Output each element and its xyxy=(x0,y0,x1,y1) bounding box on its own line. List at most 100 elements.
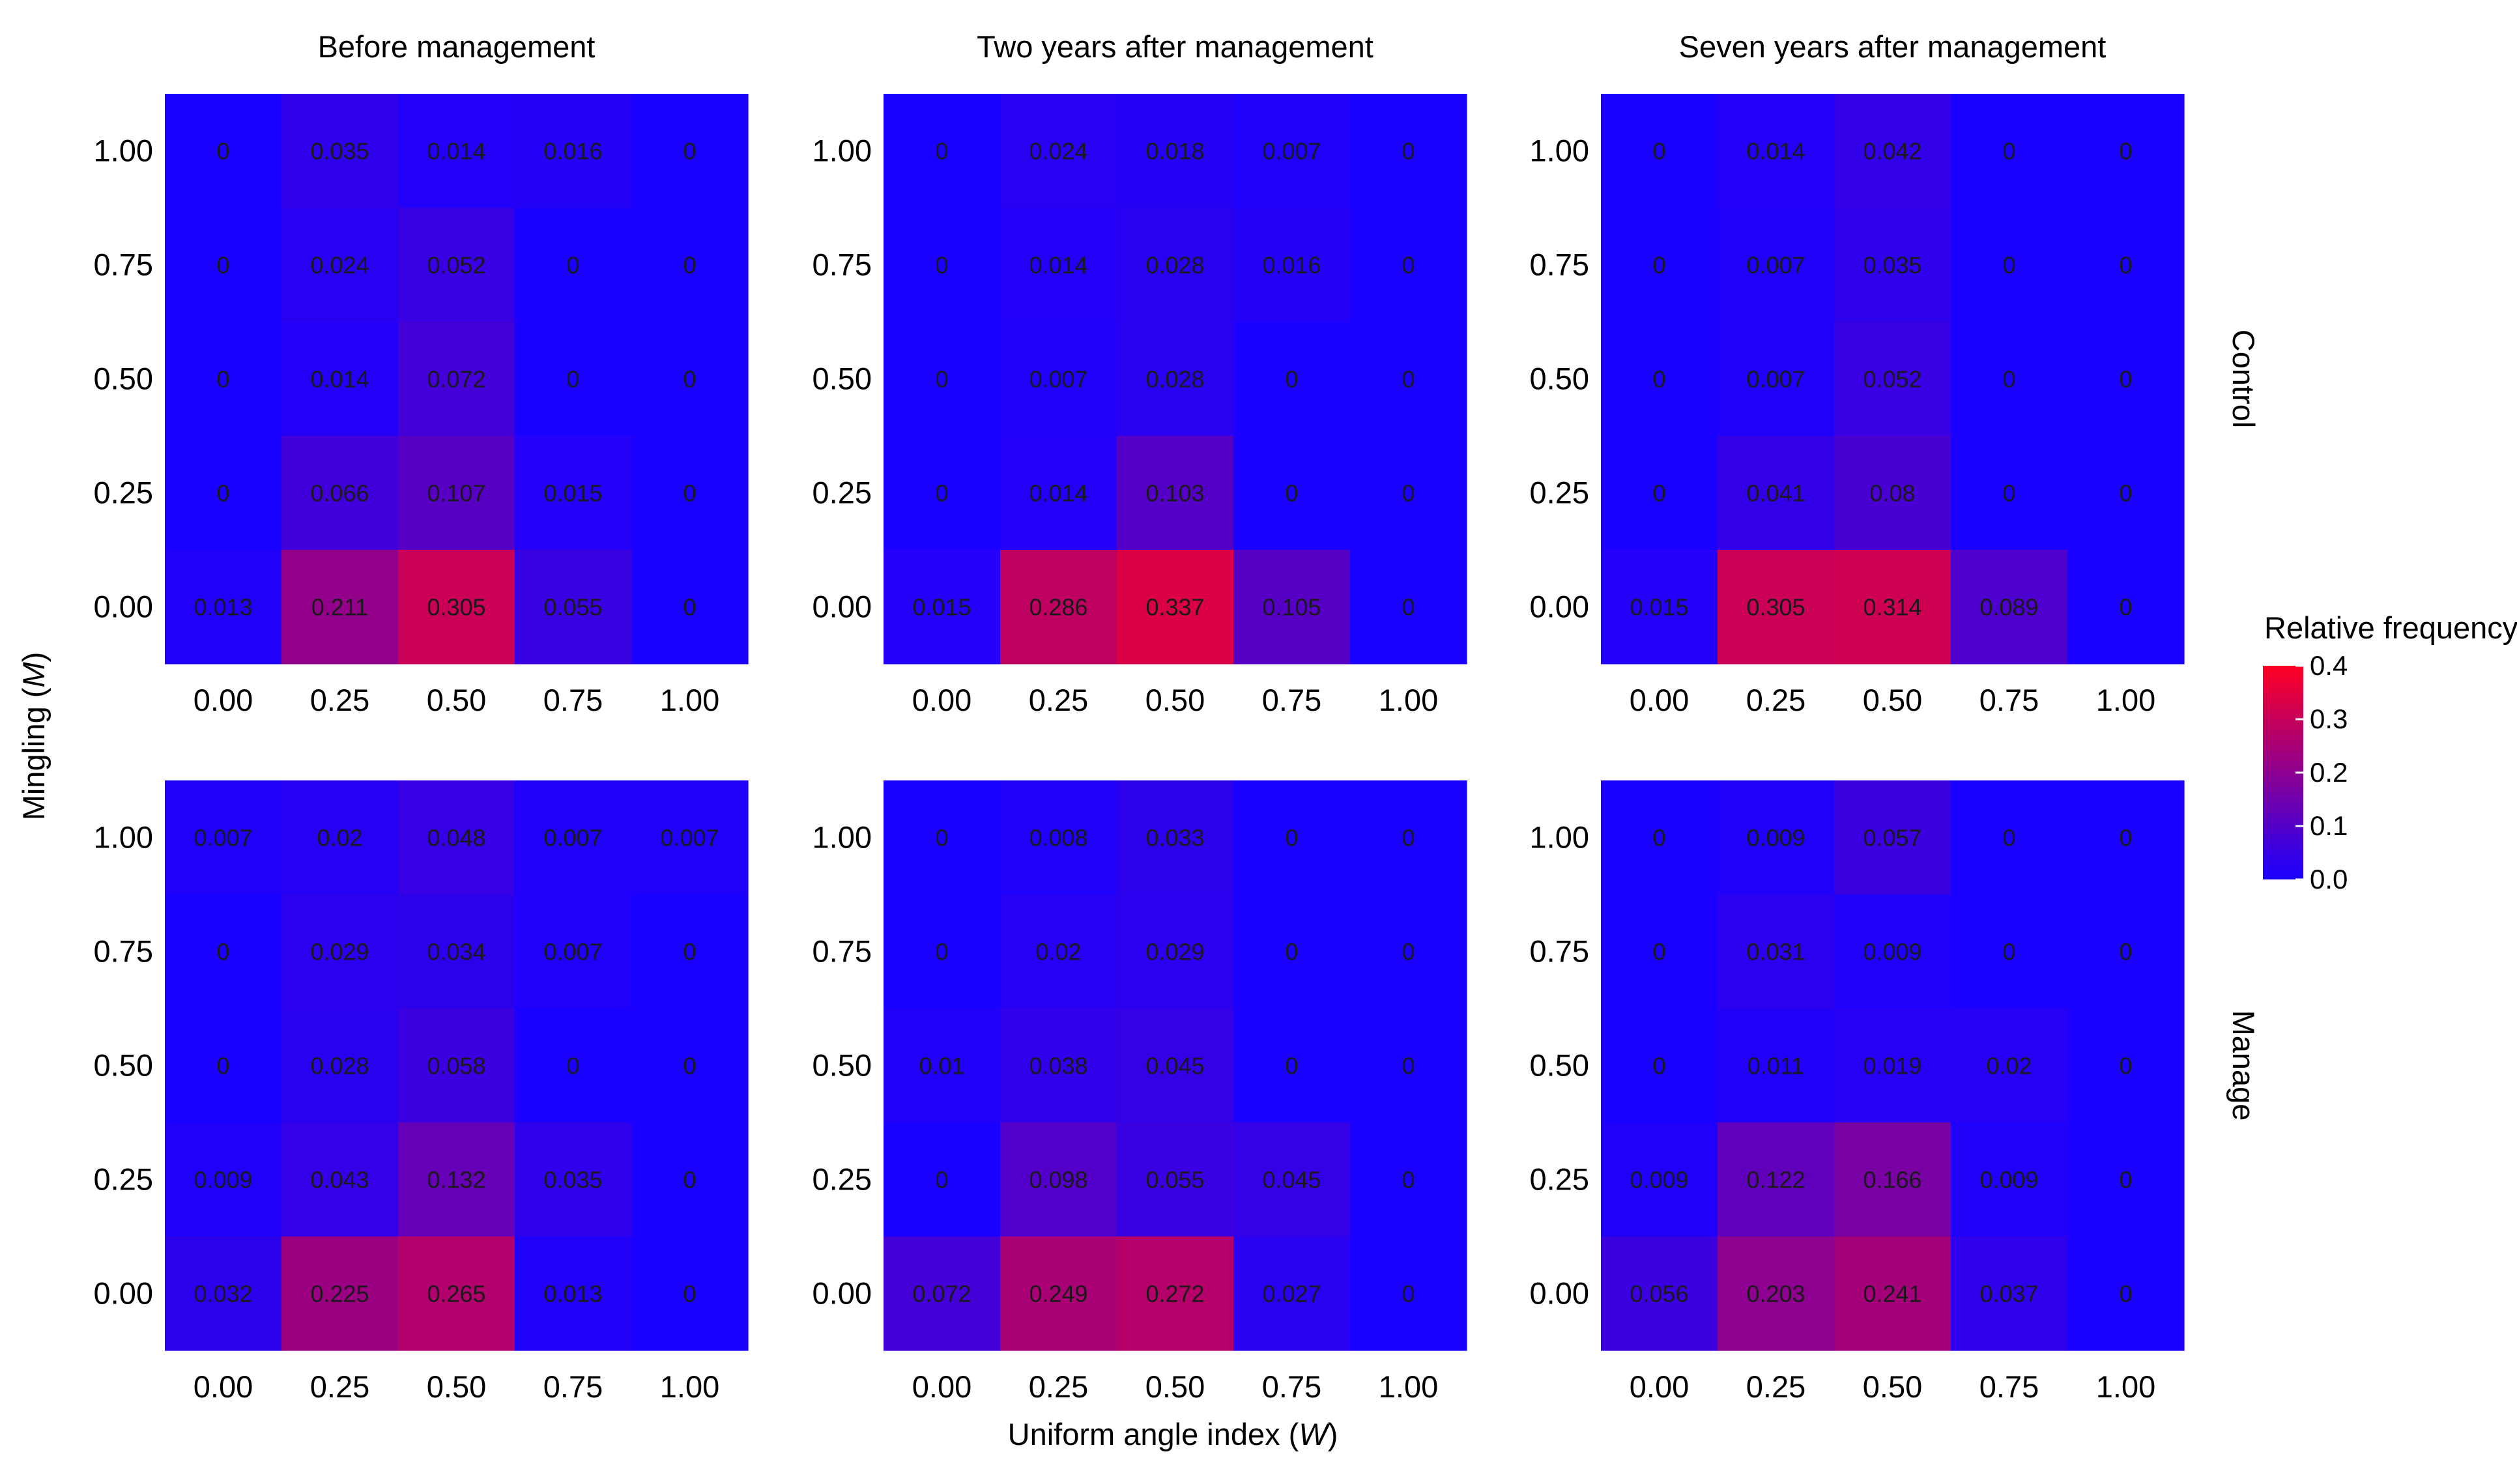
cell-value-label: 0.211 xyxy=(311,594,368,621)
heatmap-cell xyxy=(1233,322,1351,436)
x-tick-label: 0.50 xyxy=(427,683,486,717)
y-tick-label: 0.75 xyxy=(813,934,872,969)
cell-value-label: 0.009 xyxy=(1979,1167,2038,1193)
cell-value-label: 0.103 xyxy=(1145,480,1204,507)
heatmap-cell xyxy=(1350,208,1467,322)
cell-value-label: 0.007 xyxy=(194,825,252,851)
cell-value-label: 0 xyxy=(935,825,948,851)
y-tick-label: 1.00 xyxy=(1530,134,1589,168)
panel-title: Seven years after management xyxy=(1679,29,2107,64)
x-tick-label: 0.00 xyxy=(1630,683,1689,717)
cell-value-label: 0.072 xyxy=(912,1281,971,1307)
heatmap-cell xyxy=(1834,208,1951,322)
y-tick-label: 0.25 xyxy=(94,1162,153,1197)
heatmap-cell xyxy=(1834,550,1951,664)
x-tick-label: 0.25 xyxy=(310,1369,369,1404)
cell-value-label: 0 xyxy=(1402,138,1415,165)
heatmap-panel: 0.007 0.02 0.048 0.007 0.007 0 0.029 0.034 0.007… xyxy=(94,780,749,1404)
x-tick-label: 1.00 xyxy=(660,683,719,717)
cell-value-label: 0 xyxy=(683,594,696,621)
cell-value-label: 0.055 xyxy=(1145,1167,1204,1193)
heatmap-cell xyxy=(1000,94,1117,208)
heatmap-cell xyxy=(884,208,1001,322)
heatmap-cell xyxy=(884,1236,1001,1351)
heatmap-cell xyxy=(281,436,399,550)
heatmap-panel: 0 0.009 0.057 0 0 0 0.031 0.009 0 0 0 0.011 0.019 0.0… xyxy=(1530,780,2261,1404)
x-tick-label: 0.00 xyxy=(194,1369,253,1404)
cell-value-label: 0.265 xyxy=(427,1281,485,1307)
heatmap-cell xyxy=(1834,780,1951,895)
cell-value-label: 0 xyxy=(1652,1053,1665,1079)
cell-value-label: 0 xyxy=(216,939,229,965)
x-tick-label: 1.00 xyxy=(2096,1369,2155,1404)
cell-value-label: 0.028 xyxy=(1145,366,1204,393)
cell-value-label: 0 xyxy=(1652,366,1665,393)
x-tick-label: 0.50 xyxy=(1145,1369,1205,1404)
cell-value-label: 0 xyxy=(2119,138,2132,165)
heatmap-cell xyxy=(165,208,282,322)
heatmap-cell xyxy=(2067,780,2185,895)
heatmap-cell xyxy=(1000,436,1117,550)
heatmap-cell xyxy=(1117,1122,1234,1237)
cell-value-label: 0.272 xyxy=(1145,1281,1204,1307)
cell-value-label: 0 xyxy=(2002,252,2015,279)
heatmap-cell xyxy=(1000,1122,1117,1237)
cell-value-label: 0 xyxy=(2002,939,2015,965)
heatmap-cell xyxy=(631,208,749,322)
heatmap-cell xyxy=(165,436,282,550)
heatmap-cell xyxy=(1951,94,2068,208)
cell-value-label: 0.014 xyxy=(1746,138,1805,165)
cell-value-label: 0.016 xyxy=(1262,252,1321,279)
heatmap-cell xyxy=(1951,550,2068,664)
cell-value-label: 0.013 xyxy=(194,594,252,621)
heatmap-cell xyxy=(1350,436,1467,550)
heatmap-cell xyxy=(631,322,749,436)
cell-value-label: 0.01 xyxy=(919,1053,964,1079)
cell-value-label: 0.107 xyxy=(427,480,485,507)
legend-tick-label: 0.2 xyxy=(2310,757,2348,788)
x-tick-label: 0.50 xyxy=(1863,1369,1922,1404)
heatmap-cell xyxy=(1718,436,1835,550)
y-tick-label: 0.25 xyxy=(1530,476,1589,510)
cell-value-label: 0 xyxy=(935,138,948,165)
y-tick-label: 0.75 xyxy=(94,248,153,282)
cell-value-label: 0.056 xyxy=(1630,1281,1688,1307)
x-tick-label: 0.75 xyxy=(1979,683,2039,717)
heatmap-cell xyxy=(165,550,282,664)
y-tick-label: 0.50 xyxy=(94,362,153,396)
cell-value-label: 0 xyxy=(2002,138,2015,165)
heatmap-cell xyxy=(1834,94,1951,208)
cell-value-label: 0 xyxy=(1652,825,1665,851)
cell-value-label: 0.02 xyxy=(1986,1053,2032,1079)
x-tick-label: 0.50 xyxy=(1145,683,1205,717)
legend-tick-label: 0.3 xyxy=(2310,704,2348,734)
cell-value-label: 0.011 xyxy=(1748,1053,1804,1079)
heatmap-cell xyxy=(281,208,399,322)
panels: 0 0.035 0.014 0.016 0 0 0.024 0.052 0 0 0 0.014 0.07… xyxy=(94,29,2261,1404)
y-tick-label: 0.50 xyxy=(1530,1048,1589,1083)
heatmap-cell xyxy=(1117,322,1234,436)
cell-value-label: 0.032 xyxy=(194,1281,252,1307)
heatmap-cell xyxy=(1834,894,1951,1009)
y-tick-label: 0.50 xyxy=(1530,362,1589,396)
heatmap-cell xyxy=(1718,94,1835,208)
heatmap-cell xyxy=(1601,436,1718,550)
heatmap-cell xyxy=(1350,1236,1467,1351)
cell-value-label: 0.009 xyxy=(1630,1167,1688,1193)
cell-value-label: 0.241 xyxy=(1863,1281,1921,1307)
heatmap-cell xyxy=(884,436,1001,550)
heatmap-cell xyxy=(165,780,282,895)
heatmap-cell xyxy=(281,1008,399,1123)
x-tick-label: 0.00 xyxy=(1630,1369,1689,1404)
heatmap-cell xyxy=(515,1236,632,1351)
heatmap-cell xyxy=(515,550,632,664)
heatmap-cell xyxy=(1350,894,1467,1009)
cell-value-label: 0.035 xyxy=(310,138,369,165)
panel-title: Before management xyxy=(318,29,596,64)
heatmap-cell xyxy=(1233,1008,1351,1123)
x-tick-label: 0.75 xyxy=(1262,683,1321,717)
cell-value-label: 0 xyxy=(2119,252,2132,279)
cell-value-label: 0.029 xyxy=(1145,939,1204,965)
heatmap-cell xyxy=(398,1236,515,1351)
heatmap-cell xyxy=(398,208,515,322)
